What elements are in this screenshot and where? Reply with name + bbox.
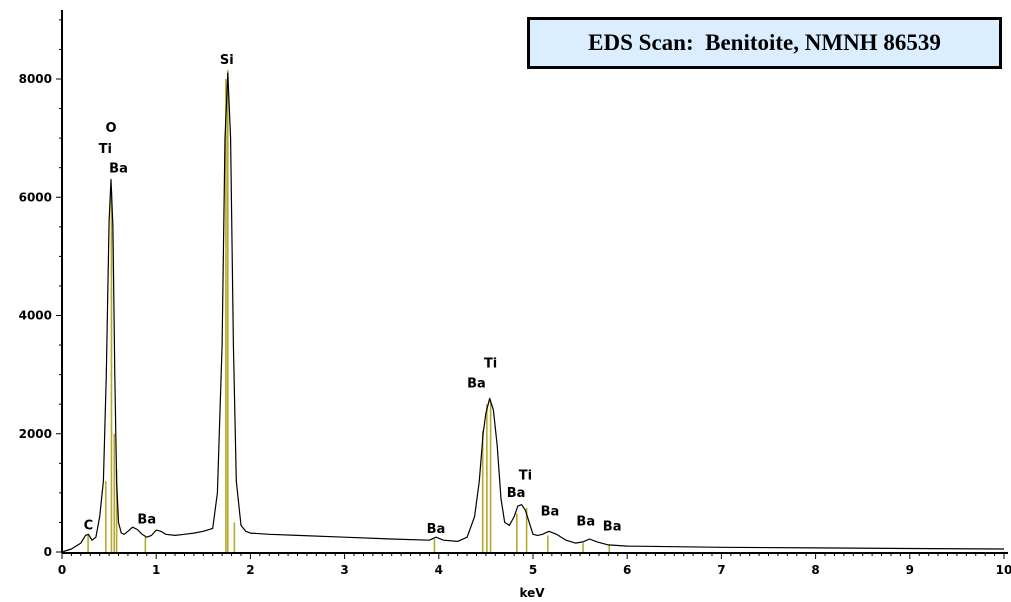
chart-title: EDS Scan: Benitoite, NMNH 86539 (527, 17, 1002, 69)
y-tick-label: 0 (44, 545, 52, 559)
x-tick-label: 5 (529, 563, 537, 577)
y-tick-label: 2000 (19, 427, 52, 441)
x-tick-label: 2 (246, 563, 254, 577)
axes: 0 1 2 3 4 5 6 7 8 9 10 0 2000 4000 6000 8000 (19, 10, 1011, 577)
peak-label: C (84, 519, 94, 534)
peak-labels: C O Ti Ba Ba Si Ba Ti Ba Ti Ba Ba Ba Ba (84, 53, 622, 537)
element-markers (87, 70, 611, 552)
y-tick-label: 8000 (19, 72, 52, 86)
peak-label: Si (220, 53, 234, 68)
spectrum-line (61, 72, 1005, 553)
peak-label: Ba (603, 520, 622, 535)
x-tick-label: 10 (996, 563, 1011, 577)
peak-label: Ba (541, 504, 560, 519)
peak-label: Ba (467, 377, 486, 392)
peak-label: Ba (109, 161, 128, 176)
peak-label: Ba (427, 522, 446, 537)
x-tick-label: 3 (340, 563, 348, 577)
peak-label: O (105, 121, 116, 136)
spectrum-series (61, 72, 1005, 553)
x-tick-label: 0 (58, 563, 66, 577)
peak-label: Ti (484, 357, 497, 372)
x-axis-label: keV (519, 586, 545, 600)
y-tick-label: 6000 (19, 190, 52, 204)
x-tick-label: 4 (435, 563, 443, 577)
y-tick-label: 4000 (19, 309, 52, 323)
x-tick-label: 9 (906, 563, 914, 577)
x-tick-label: 8 (811, 563, 819, 577)
x-tick-label: 7 (717, 563, 725, 577)
peak-label: Ba (576, 514, 595, 529)
peak-label: Ti (519, 468, 532, 483)
x-tick-label: 6 (623, 563, 631, 577)
peak-label: Ba (507, 486, 526, 501)
peak-label: Ti (99, 142, 112, 157)
x-tick-label: 1 (152, 563, 160, 577)
peak-label: Ba (137, 513, 156, 528)
